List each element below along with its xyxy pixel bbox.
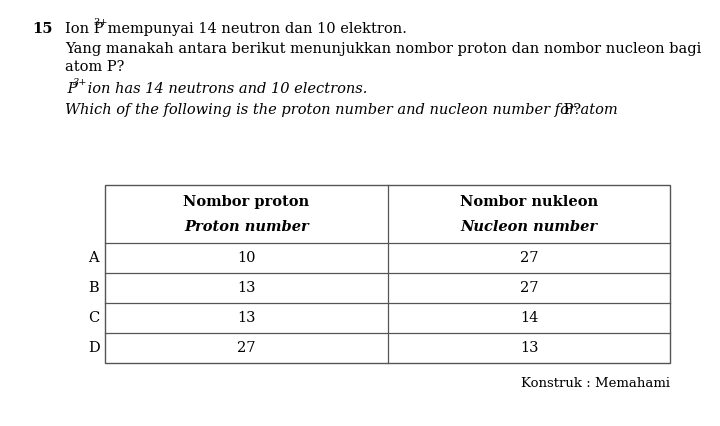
Text: mempunyai 14 neutron dan 10 elektron.: mempunyai 14 neutron dan 10 elektron. xyxy=(103,22,407,36)
Text: 15: 15 xyxy=(32,22,53,36)
Text: Ion P: Ion P xyxy=(65,22,104,36)
Text: Nucleon number: Nucleon number xyxy=(460,220,598,234)
Text: ion has 14 neutrons and 10 electrons.: ion has 14 neutrons and 10 electrons. xyxy=(83,82,367,96)
Text: atom P?: atom P? xyxy=(65,60,125,74)
Text: Nombor nukleon: Nombor nukleon xyxy=(460,195,598,209)
Text: C: C xyxy=(88,311,99,325)
Text: 27: 27 xyxy=(520,281,539,295)
Text: Proton number: Proton number xyxy=(184,220,309,234)
Text: Which of the following is the proton number and nucleon number for atom: Which of the following is the proton num… xyxy=(65,103,618,117)
Text: P: P xyxy=(63,82,78,96)
Text: 3+: 3+ xyxy=(73,78,87,87)
Text: Nombor proton: Nombor proton xyxy=(184,195,310,209)
Text: 14: 14 xyxy=(520,311,538,325)
Text: A: A xyxy=(88,251,99,265)
Text: 10: 10 xyxy=(238,251,256,265)
Text: P?: P? xyxy=(559,103,581,117)
Text: B: B xyxy=(88,281,99,295)
Text: 3+: 3+ xyxy=(93,18,107,27)
Text: Konstruk : Memahami: Konstruk : Memahami xyxy=(521,377,670,390)
Text: 13: 13 xyxy=(238,281,256,295)
Text: 27: 27 xyxy=(238,341,256,355)
Text: 27: 27 xyxy=(520,251,539,265)
Text: 13: 13 xyxy=(520,341,539,355)
Text: Yang manakah antara berikut menunjukkan nombor proton dan nombor nucleon bagi: Yang manakah antara berikut menunjukkan … xyxy=(65,42,701,56)
Text: 13: 13 xyxy=(238,311,256,325)
Text: D: D xyxy=(88,341,100,355)
Bar xyxy=(105,185,670,363)
